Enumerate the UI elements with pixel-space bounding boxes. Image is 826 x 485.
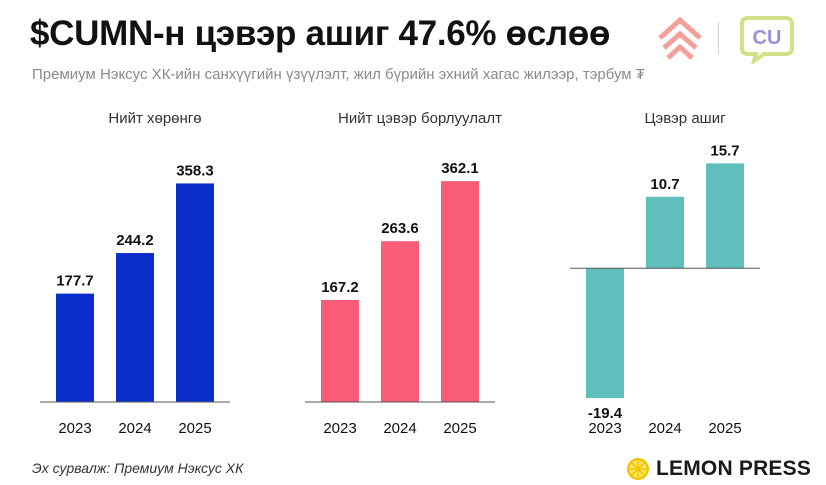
data-label-2023: 167.2 [321,279,359,296]
data-label-2025: 362.1 [441,160,479,177]
bar-2025 [706,163,744,269]
data-label-2025: 15.7 [710,142,739,159]
x-tick-label-2024: 2024 [383,420,416,437]
x-tick-label-2023: 2023 [323,420,356,437]
bar-2024 [646,196,684,269]
brand-name: LEMON PRESS [656,457,812,480]
source-note: Эх сурвалж: Премиум Нэксус ХК [32,460,244,476]
data-label-2025: 358.3 [176,162,214,179]
header-logos: CU [650,14,810,64]
data-label-2024: 244.2 [116,232,154,249]
bar-2024 [116,253,154,402]
chart-title-1: Нийт хөрөнгө [108,110,202,127]
chart-panel-1: Нийт хөрөнгө 177.7 2023 244.2 2024 358.3 2025 [40,100,270,450]
bar-2025 [441,181,479,402]
bar-2024 [381,241,419,402]
bar-2023 [586,268,624,398]
x-tick-label-2024: 2024 [118,420,151,437]
chart-title-main: $CUMN-н цэвэр ашиг 47.6% өслөө [30,14,611,53]
cu-logo-text: CU [753,27,782,49]
data-label-2023: 177.7 [56,273,94,290]
chevron-stack-logo-icon [658,16,702,60]
x-tick-label-2025: 2025 [178,420,211,437]
x-tick-label-2025: 2025 [708,420,741,437]
data-label-2024: 263.6 [381,220,419,237]
brand-logo: LEMON PRESS [626,455,811,483]
chart-panel-3: Цэвэр ашиг -19.4 2023 10.7 2024 15.7 2025 [570,100,800,450]
chart-subtitle: Премиум Нэксус ХК-ийн санхүүгийн үзүүлэл… [32,66,645,83]
bar-chart-2: 167.2 2023 263.6 2024 362.1 2025 [305,160,495,437]
chart-title-2: Нийт цэвэр борлуулалт [338,110,502,127]
lemon-slice-icon [627,458,649,480]
logo-divider [718,22,719,54]
x-tick-label-2023: 2023 [58,420,91,437]
data-label-2024: 10.7 [650,176,679,193]
x-tick-label-2024: 2024 [648,420,681,437]
bar-2023 [321,300,359,402]
bar-2023 [56,293,94,402]
x-tick-label-2025: 2025 [443,420,476,437]
chart-title-3: Цэвэр ашиг [644,110,726,127]
data-label-2023: -19.4 [588,405,623,422]
cu-logo-icon: CU [740,16,794,64]
chart-panel-2: Нийт цэвэр борлуулалт 167.2 2023 263.6 2024… [305,100,535,450]
x-tick-label-2023: 2023 [588,420,621,437]
bar-2025 [176,183,214,402]
bar-chart-1: 177.7 2023 244.2 2024 358.3 2025 [40,162,230,437]
